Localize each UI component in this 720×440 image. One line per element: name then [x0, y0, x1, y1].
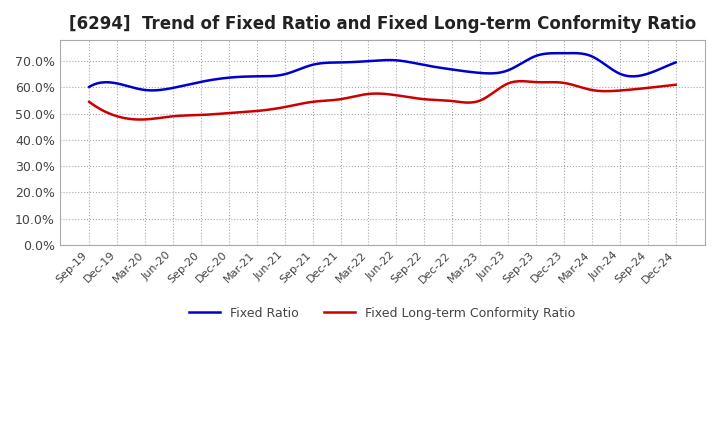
Fixed Long-term Conformity Ratio [87, 101, 96, 106]
Fixed Long-term Conformity Ratio [434, 97, 443, 103]
Fixed Ratio [85, 84, 94, 89]
Fixed Long-term Conformity Ratio [621, 88, 629, 93]
Fixed Long-term Conformity Ratio [436, 98, 445, 103]
Fixed Ratio [436, 65, 445, 70]
Fixed Ratio [434, 65, 443, 70]
Fixed Long-term Conformity Ratio [85, 99, 94, 104]
Fixed Long-term Conformity Ratio [136, 117, 145, 122]
Line: Fixed Long-term Conformity Ratio: Fixed Long-term Conformity Ratio [89, 81, 675, 120]
Fixed Long-term Conformity Ratio [583, 86, 592, 92]
Line: Fixed Ratio: Fixed Ratio [89, 53, 675, 90]
Fixed Ratio [621, 73, 629, 78]
Fixed Ratio [570, 51, 578, 56]
Fixed Ratio [671, 60, 680, 65]
Fixed Long-term Conformity Ratio [446, 98, 454, 103]
Fixed Ratio [446, 66, 454, 72]
Legend: Fixed Ratio, Fixed Long-term Conformity Ratio: Fixed Ratio, Fixed Long-term Conformity … [184, 302, 581, 325]
Fixed Ratio [583, 52, 592, 57]
Fixed Ratio [148, 88, 156, 93]
Fixed Ratio [87, 83, 96, 88]
Fixed Long-term Conformity Ratio [671, 82, 680, 88]
Title: [6294]  Trend of Fixed Ratio and Fixed Long-term Conformity Ratio: [6294] Trend of Fixed Ratio and Fixed Lo… [69, 15, 696, 33]
Fixed Long-term Conformity Ratio [516, 79, 525, 84]
